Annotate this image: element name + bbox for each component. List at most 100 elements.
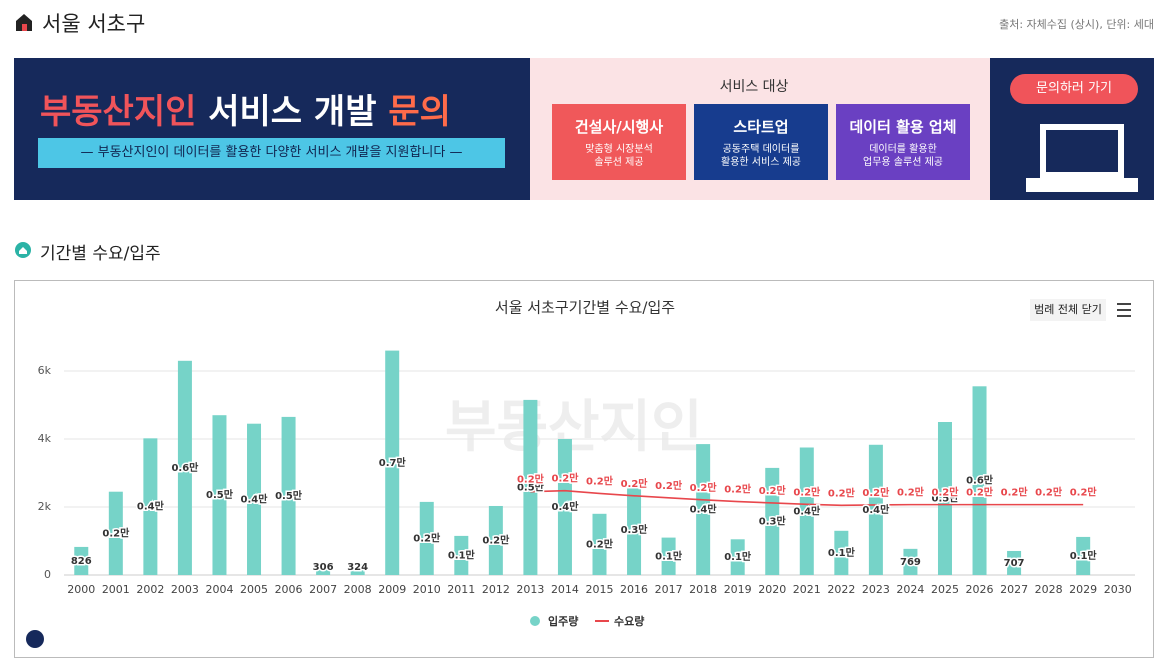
legend-label: 수요량 [614,615,644,628]
target-line: 활용한 서비스 제공 [721,157,801,168]
section-title: 기간별 수요/입주 [40,244,161,264]
bar [834,530,849,575]
x-tick-label: 2025 [931,583,959,596]
line-value-label: 0.2만 [517,473,545,486]
x-tick-label: 2005 [240,583,268,596]
x-tick-label: 2010 [413,583,441,596]
x-tick-label: 2012 [482,583,510,596]
logo [26,630,44,648]
x-tick-label: 2000 [67,583,95,596]
line-value-label: 0.2만 [966,486,994,499]
bar-value-label: 0.6만 [966,474,994,487]
bar-value-label: 0.1만 [724,550,752,563]
banner[interactable]: 부동산지인 서비스 개발 문의 — 부동산지인이 데이터를 활용한 다양한 서비… [14,58,1154,200]
chart: 부동산지인 서울 서초구기간별 수요/입주 범례 전체 닫기 0 2k 4k 6k 20… [26,299,1135,648]
chart-title: 서울 서초구기간별 수요/입주 [495,299,675,317]
bar [868,444,883,575]
y-tick-label: 4k [38,432,52,445]
x-tick-label: 2009 [378,583,406,596]
line-value-label: 0.2만 [586,474,614,487]
legend-toggle-label[interactable]: 범례 전체 닫기 [1034,303,1102,316]
legend-swatch [530,616,540,626]
bar-value-label: 0.5만 [517,480,545,493]
bar [627,484,642,575]
bar [316,564,331,575]
x-tick-label: 2004 [205,583,233,596]
x-tick-label: 2030 [1104,583,1132,596]
page-title: 서울 서초구 [42,12,146,36]
line-value-label: 0.2만 [1070,486,1098,499]
bar-value-label: 0.2만 [102,526,130,539]
bar [177,360,192,575]
target-heading: 서비스 대상 [719,79,789,95]
bar [730,539,745,575]
x-tick-label: 2003 [171,583,199,596]
target-title: 건설사/시행사 [574,118,664,136]
line-value-label: 0.2만 [828,486,856,499]
line-value-label: 0.2만 [932,486,960,499]
bar [799,447,814,575]
line-value-label: 0.2만 [759,484,787,497]
bar-value-label: 306 [313,562,334,573]
bar [350,563,365,575]
bar [247,423,262,575]
bar-value-label: 0.3만 [759,514,787,527]
bar-value-label: 0.5만 [932,492,960,505]
x-tick-label: 2013 [516,583,544,596]
x-tick-label: 2016 [620,583,648,596]
x-tick-label: 2017 [655,583,683,596]
x-tick-label: 2007 [309,583,337,596]
bar-value-label: 0.1만 [655,549,683,562]
bar-value-label: 0.1만 [1070,549,1098,562]
banner-title: 부동산지인 서비스 개발 문의 [40,84,451,133]
line-value-label: 0.2만 [897,486,925,499]
x-tick-label: 2006 [275,583,303,596]
x-tick-label: 2028 [1035,583,1063,596]
bar-value-label: 0.5만 [206,488,234,501]
bar-value-label: 0.4만 [793,504,821,517]
laptop-icon [1026,124,1138,192]
line-value-label: 0.2만 [1035,486,1063,499]
target-box: 데이터 활용 업체 데이터를 활용한 업무용 솔루션 제공 [836,104,970,180]
bar [385,350,400,575]
menu-icon[interactable] [1117,303,1131,317]
bar [1007,550,1022,575]
home-icon [16,14,32,31]
y-tick-label: 6k [38,364,52,377]
bar-value-label: 826 [71,556,92,567]
legend-toggle[interactable] [1030,299,1106,321]
target-box: 스타트업 공동주택 데이터를 활용한 서비스 제공 [694,104,828,180]
bar [937,422,952,575]
bar-value-label: 0.7만 [379,456,407,469]
bar-value-label: 324 [347,562,368,573]
bar [419,501,434,575]
line-value-label: 0.2만 [1001,486,1029,499]
inquiry-button[interactable]: 문의하러 가기 [1010,74,1138,104]
bar [523,399,538,575]
x-tick-label: 2001 [102,583,130,596]
banner-title-part: 서비스 개발 [208,92,377,132]
bar-value-label: 0.1만 [448,548,476,561]
line-value-label: 0.2만 [621,477,649,490]
target-line: 솔루션 제공 [594,157,644,168]
bar [661,537,676,575]
bar-value-label: 769 [900,557,921,568]
target-title: 스타트업 [733,118,789,136]
watermark: 부동산지인 [445,395,703,460]
target-title: 데이터 활용 업체 [849,118,957,136]
bar-value-label: 0.2만 [413,531,441,544]
bar [765,467,780,575]
x-tick-label: 2024 [896,583,924,596]
bar [557,439,572,575]
line-value-label: 0.2만 [690,481,718,494]
x-tick-label: 2011 [447,583,475,596]
x-tick-label: 2018 [689,583,717,596]
x-tick-label: 2019 [724,583,752,596]
x-tick-label: 2008 [344,583,372,596]
banner-title-part: 부동산지인 [40,92,197,132]
banner-left [14,58,530,200]
bar [696,444,711,575]
banner-subtitle: — 부동산지인이 데이터를 활용한 다양한 서비스 개발을 지원합니다 — [38,138,505,168]
section-icon [15,242,31,258]
